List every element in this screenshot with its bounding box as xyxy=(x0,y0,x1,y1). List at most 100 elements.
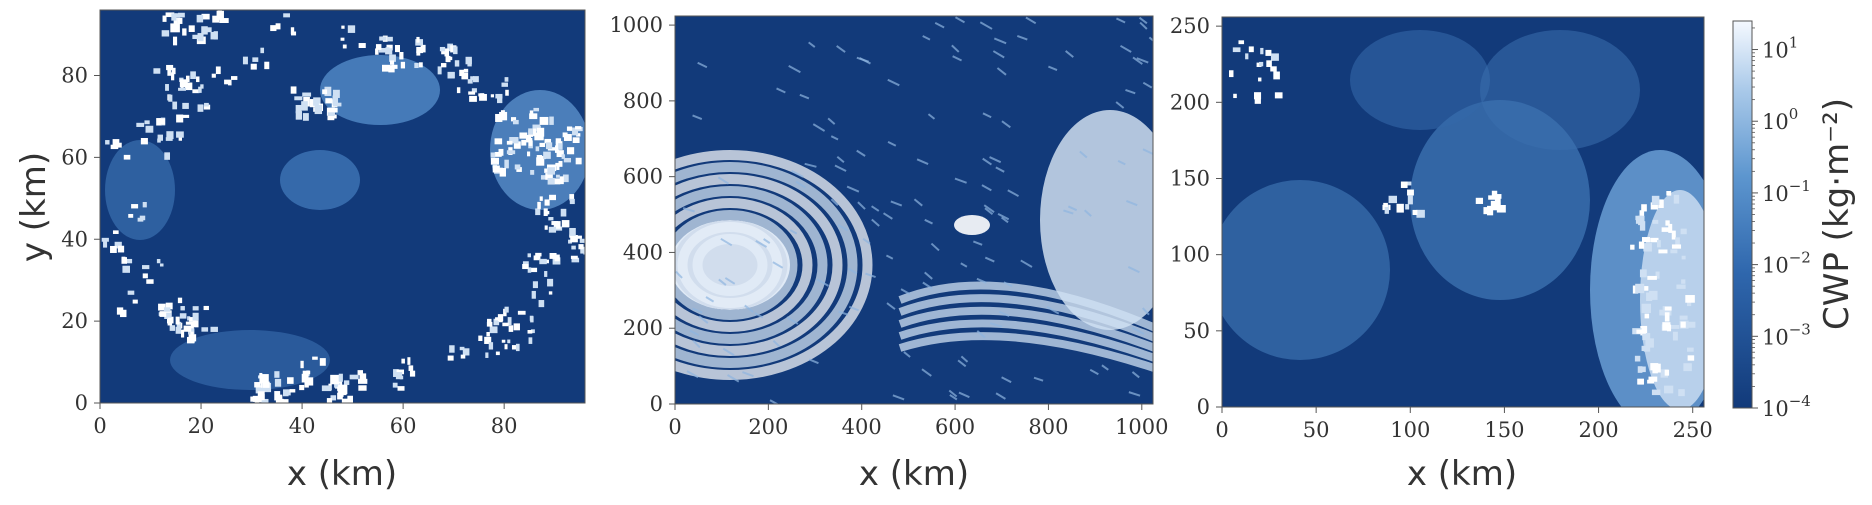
panel-1-y-ticks: 0 20 40 60 80 xyxy=(61,64,100,415)
cloud-pixel xyxy=(494,151,502,157)
cloud-pixel xyxy=(170,23,180,33)
cloud-pixel xyxy=(341,25,345,29)
cloud-pixel xyxy=(554,254,560,262)
cloud-pixel xyxy=(535,252,542,257)
cloud-streak xyxy=(763,238,771,244)
cloud-pixel xyxy=(485,352,489,358)
cloud-band xyxy=(898,281,1153,332)
cloud-streak xyxy=(816,278,829,287)
cloud-pixel xyxy=(1664,369,1670,376)
cloud-pixel xyxy=(387,36,393,42)
cloud-pixel xyxy=(103,240,108,248)
cloud-pixel xyxy=(330,374,339,385)
cloud-pixel xyxy=(132,299,138,304)
cloud-pixel xyxy=(165,137,173,141)
cloud-pixel xyxy=(569,227,576,236)
cloud-streak xyxy=(886,302,896,310)
panel-3: 0 50 100 150 200 250 0 50 100 150 200 250 x (km) xyxy=(1170,14,1713,494)
cloud-streak xyxy=(1152,73,1153,76)
colorbar-tick-label: 10−1 xyxy=(1762,177,1811,206)
x-tick-label: 60 xyxy=(390,414,417,438)
cloud-pixel xyxy=(1650,202,1658,210)
cloud-pixel xyxy=(467,58,472,67)
cloud-pixel xyxy=(1686,300,1692,307)
cloud-pixel xyxy=(539,142,546,147)
cloud-pixel xyxy=(283,13,290,18)
cloud-streak xyxy=(1046,305,1060,315)
cloud-streak xyxy=(972,240,983,246)
cloud-pixel xyxy=(575,157,582,165)
cloud-streak xyxy=(1117,159,1126,166)
cloud-pixel xyxy=(313,97,321,106)
cloud-pixel xyxy=(416,46,424,54)
cloud-pixel xyxy=(332,95,339,105)
cyclone-band xyxy=(675,210,798,320)
cloud-streak xyxy=(1142,307,1150,316)
colorbar-tick-exponent: 0 xyxy=(1789,105,1799,123)
cloud-pixel xyxy=(1384,204,1389,214)
cloud-pixel xyxy=(422,44,426,53)
colorbar-tick-base: 10 xyxy=(1762,325,1789,349)
cloud-streak xyxy=(892,394,905,401)
cloud-pixel xyxy=(166,64,174,71)
cloud-pixel xyxy=(1670,325,1680,329)
cloud-pixel xyxy=(116,307,124,315)
cloud-pixel xyxy=(509,137,519,144)
cloud-pixel xyxy=(290,86,297,94)
cloud-pixel xyxy=(358,43,366,48)
cloud-streak xyxy=(1138,16,1148,25)
cloud-pixel xyxy=(449,345,455,353)
cloud-streak xyxy=(983,204,995,213)
cloud-streak xyxy=(976,277,987,284)
cloud-pixel xyxy=(467,79,473,84)
colorbar-tick-label: 10−4 xyxy=(1762,392,1811,421)
cloud-pixel xyxy=(188,328,195,335)
cloud-pixel xyxy=(440,63,447,68)
cloud-pixel xyxy=(1412,209,1418,215)
y-tick-label: 250 xyxy=(1170,14,1210,38)
cloud-streak xyxy=(930,242,940,252)
cloud-pixel xyxy=(337,387,346,392)
cloud-streak xyxy=(1001,376,1012,384)
panel-2-y-ticks: 0 200 400 600 800 1000 xyxy=(610,13,675,416)
cloud-pixel xyxy=(1492,202,1501,211)
cloud-pixel xyxy=(204,102,209,107)
cloud-pixel xyxy=(171,67,176,75)
cloud-pixel xyxy=(175,316,180,325)
cloud-streak xyxy=(1033,376,1044,382)
cloud-pixel xyxy=(1405,204,1410,210)
cloud-streak xyxy=(686,370,699,379)
cloud-pixel xyxy=(1661,227,1671,232)
cloud-pixel xyxy=(198,86,202,93)
cloud-streak xyxy=(1001,120,1011,129)
cloud-pixel xyxy=(463,68,469,73)
cloud-pixel xyxy=(513,141,521,149)
cloud-pixel xyxy=(110,144,119,150)
cloud-pixel xyxy=(196,76,200,83)
cloud-patch xyxy=(1640,190,1704,407)
cloud-streak xyxy=(755,239,768,248)
cyclone-band xyxy=(675,186,828,344)
cloud-pixel xyxy=(1233,93,1237,99)
cloud-pixel xyxy=(517,310,526,315)
cloud-streak xyxy=(949,394,958,401)
cloud-pixel xyxy=(533,107,540,112)
cloud-pixel xyxy=(1641,204,1647,212)
x-tick-label: 0 xyxy=(1215,418,1228,442)
cloud-pixel xyxy=(1254,92,1262,100)
cloud-pixel xyxy=(299,384,305,391)
cloud-pixel xyxy=(437,66,442,75)
cloud-pixel xyxy=(1649,290,1658,300)
cloud-pixel xyxy=(1668,223,1673,233)
cloud-pixel xyxy=(262,381,270,388)
cloud-pixel xyxy=(556,174,560,178)
x-tick-label: 200 xyxy=(1579,418,1619,442)
cloud-pixel xyxy=(1679,315,1688,320)
cloud-pixel xyxy=(545,142,553,150)
x-tick-label: 40 xyxy=(289,414,316,438)
cloud-pixel xyxy=(190,324,194,330)
cloud-pixel xyxy=(456,87,461,94)
cloud-pixel xyxy=(469,95,477,102)
cloud-pixel xyxy=(397,386,405,391)
